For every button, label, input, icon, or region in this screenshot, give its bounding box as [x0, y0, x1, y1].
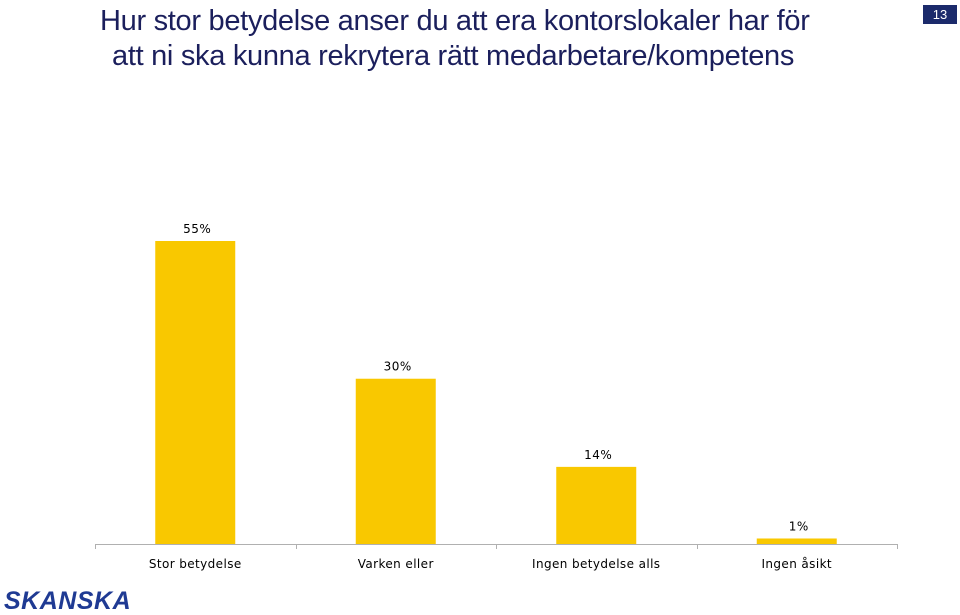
- title-line-2: att ni ska kunna rekrytera rätt medarbet…: [112, 40, 795, 72]
- category-label: Stor betydelse: [149, 557, 242, 571]
- bar-value-label: 30%: [384, 360, 412, 374]
- bar: [155, 241, 236, 544]
- category-label: Ingen betydelse alls: [532, 557, 660, 571]
- bar-value-label: 1%: [789, 519, 809, 533]
- page-number-badge: 13: [923, 5, 957, 24]
- bar: [556, 466, 637, 544]
- bar: [756, 538, 837, 544]
- chart-title: Hur stor betydelse anser du att era kont…: [100, 4, 890, 74]
- skanska-logo: SKANSKA: [4, 587, 132, 615]
- title-line-1: Hur stor betydelse anser du att era kont…: [100, 5, 810, 37]
- category-label: Ingen åsikt: [761, 557, 832, 571]
- bar: [355, 378, 436, 544]
- bar-value-label: 55%: [183, 222, 211, 236]
- bar-value-label: 14%: [584, 448, 612, 462]
- category-label: Varken eller: [358, 557, 434, 571]
